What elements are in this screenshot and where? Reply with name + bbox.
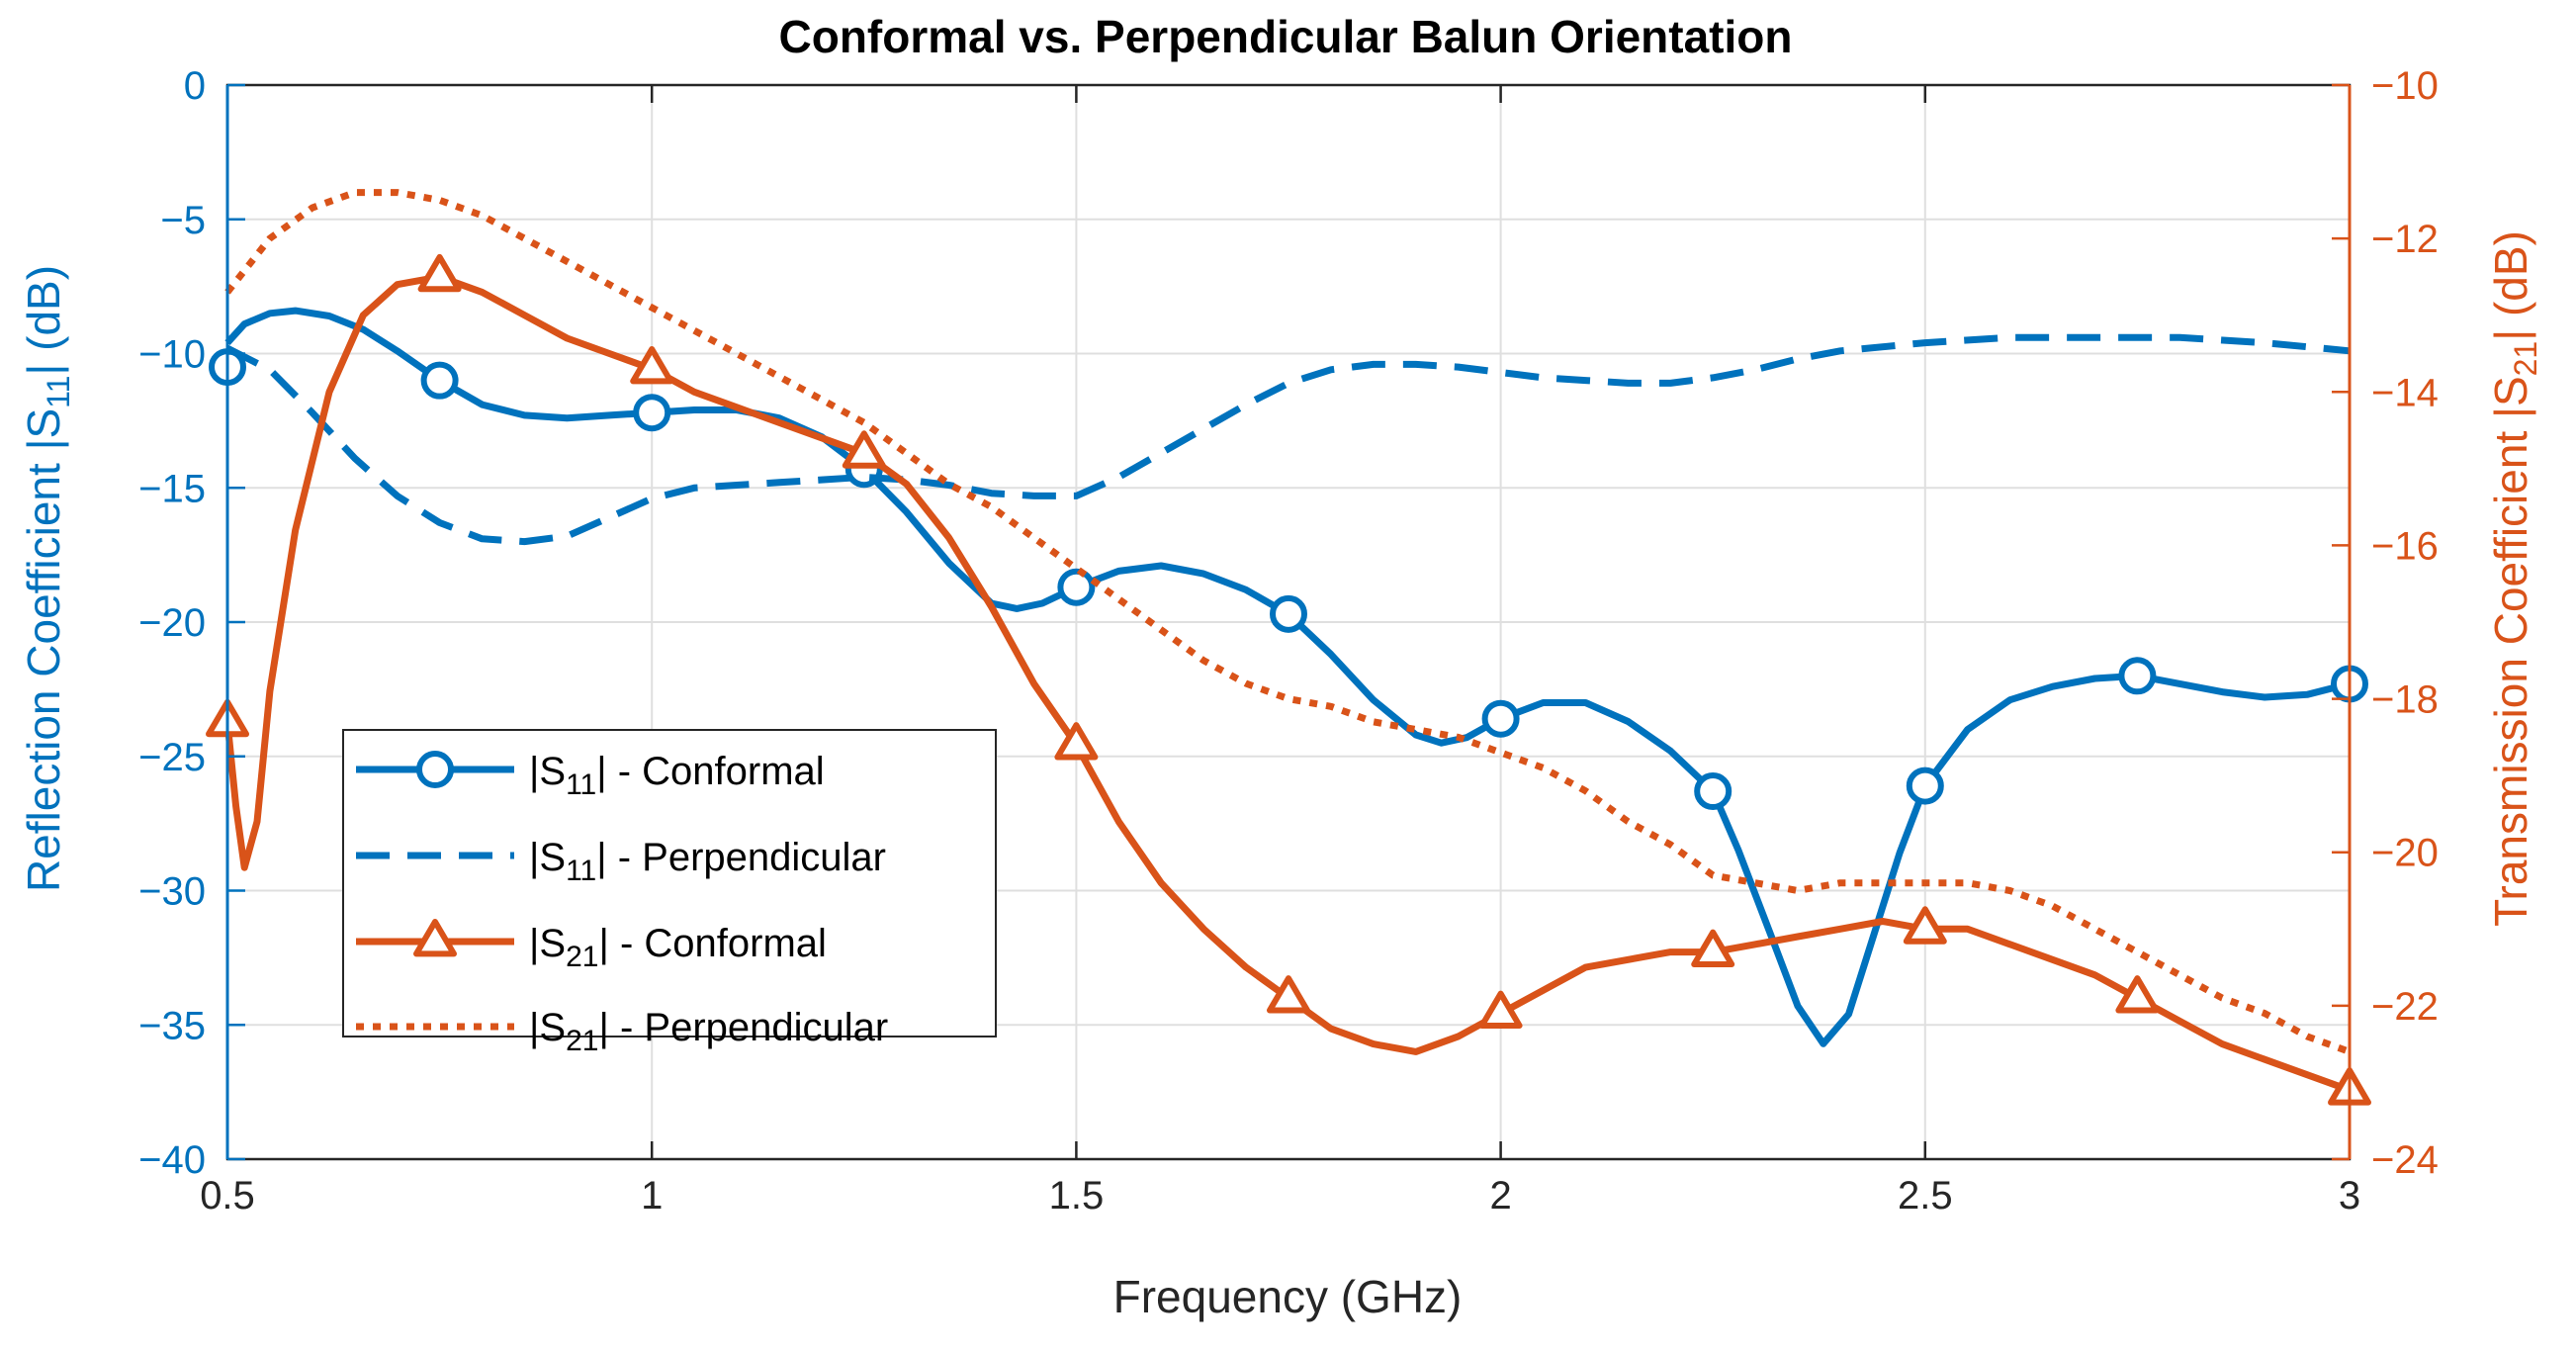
x-tick-label: 0.5 — [200, 1174, 255, 1218]
marker-s21-conformal — [1054, 722, 1099, 761]
marker-s11-conformal — [1481, 699, 1520, 738]
x-axis-label: Frequency (GHz) — [1113, 1271, 1463, 1322]
y-left-tick-label: 0 — [184, 64, 206, 108]
y-left-label-prefix: Reflection Coefficient |S — [18, 408, 69, 892]
x-tick-label: 1 — [641, 1174, 663, 1218]
marker-s21-conformal — [417, 253, 462, 293]
marker-s21-conformal — [1267, 975, 1310, 1014]
x-tick-label: 2 — [1489, 1174, 1511, 1218]
marker-s11-conformal — [1270, 594, 1307, 633]
y-left-tick-label: −5 — [160, 199, 206, 242]
y-right-tick-label: −10 — [2371, 64, 2439, 108]
tick-labels: 0.5 1 1.5 2 2.5 3 0 −5 −10 −15 −20 −25 −30 −35 −40 −10 −… — [138, 64, 2439, 1218]
legend-label-s11-conformal: |S11| - Conformal — [529, 750, 825, 801]
x-tick-label: 2.5 — [1898, 1174, 1953, 1218]
series-line-s21-perpendicular — [224, 189, 2352, 1055]
y-right-label-sub: 21 — [2508, 341, 2543, 377]
y-left-tick-label: −25 — [138, 736, 206, 779]
legend-marker-s11-conformal — [416, 751, 454, 788]
marker-s11-conformal — [1057, 568, 1096, 606]
y-right-tick-label: −20 — [2371, 832, 2439, 875]
y-right-tick-label: −22 — [2371, 985, 2439, 1029]
y-right-tick-label: −18 — [2371, 678, 2439, 722]
y-left-label-sub: 11 — [41, 376, 76, 408]
y-left-tick-label: −30 — [138, 870, 206, 914]
marker-s11-conformal — [2118, 657, 2157, 695]
legend-box — [342, 729, 997, 1037]
tick-marks — [225, 83, 2352, 1161]
y-right-tick-label: −16 — [2371, 524, 2439, 568]
x-tick-label: 1.5 — [1049, 1174, 1105, 1218]
y-left-tick-label: −15 — [138, 467, 206, 510]
y-left-tick-label: −35 — [138, 1004, 206, 1047]
legend-label-s21-conformal: |S21| - Conformal — [529, 922, 827, 973]
y-right-label-prefix: Transmission Coefficient |S — [2485, 376, 2536, 927]
marker-s21-conformal — [1478, 990, 1523, 1029]
legend-label-s11-perpendicular: |S11| - Perpendicular — [529, 836, 886, 887]
marker-s21-conformal — [1903, 906, 1947, 945]
y-left-label-suffix: | (dB) — [18, 265, 69, 376]
y-axis-left-label: Reflection Coefficient |S11| (dB) — [18, 265, 76, 892]
marker-s11-conformal — [633, 394, 671, 432]
marker-s21-conformal — [842, 430, 886, 469]
plot-series — [206, 189, 2371, 1106]
series-line-s11-conformal — [224, 307, 2351, 1047]
y-left-tick-label: −40 — [138, 1138, 206, 1182]
y-right-tick-label: −14 — [2371, 371, 2439, 414]
y-right-tick-label: −12 — [2371, 218, 2439, 261]
legend: |S11| - Conformal |S11| - Perpendicular … — [342, 729, 997, 1057]
y-left-tick-label: −20 — [138, 601, 206, 645]
legend-samples — [356, 751, 514, 1031]
y-left-tick-label: −10 — [138, 333, 206, 377]
marker-s11-conformal — [420, 361, 459, 400]
x-tick-label: 3 — [2339, 1174, 2360, 1218]
marker-s21-conformal — [1691, 929, 1735, 967]
legend-marker-s21-conformal — [413, 919, 457, 957]
y-right-tick-label: −24 — [2371, 1138, 2439, 1182]
series-line-s11-perpendicular — [225, 333, 2351, 546]
chart-title: Conformal vs. Perpendicular Balun Orient… — [779, 11, 1793, 62]
y-right-label-suffix: | (dB) — [2485, 230, 2536, 341]
legend-label-s21-perpendicular: |S21| - Perpendicular — [529, 1006, 888, 1057]
y-axis-right-label: Transmission Coefficient |S21| (dB) — [2485, 230, 2543, 927]
marker-s11-conformal — [1694, 772, 1732, 811]
marker-s21-conformal — [2115, 975, 2160, 1014]
marker-s11-conformal — [1906, 767, 1944, 805]
marker-s21-conformal — [630, 346, 674, 385]
